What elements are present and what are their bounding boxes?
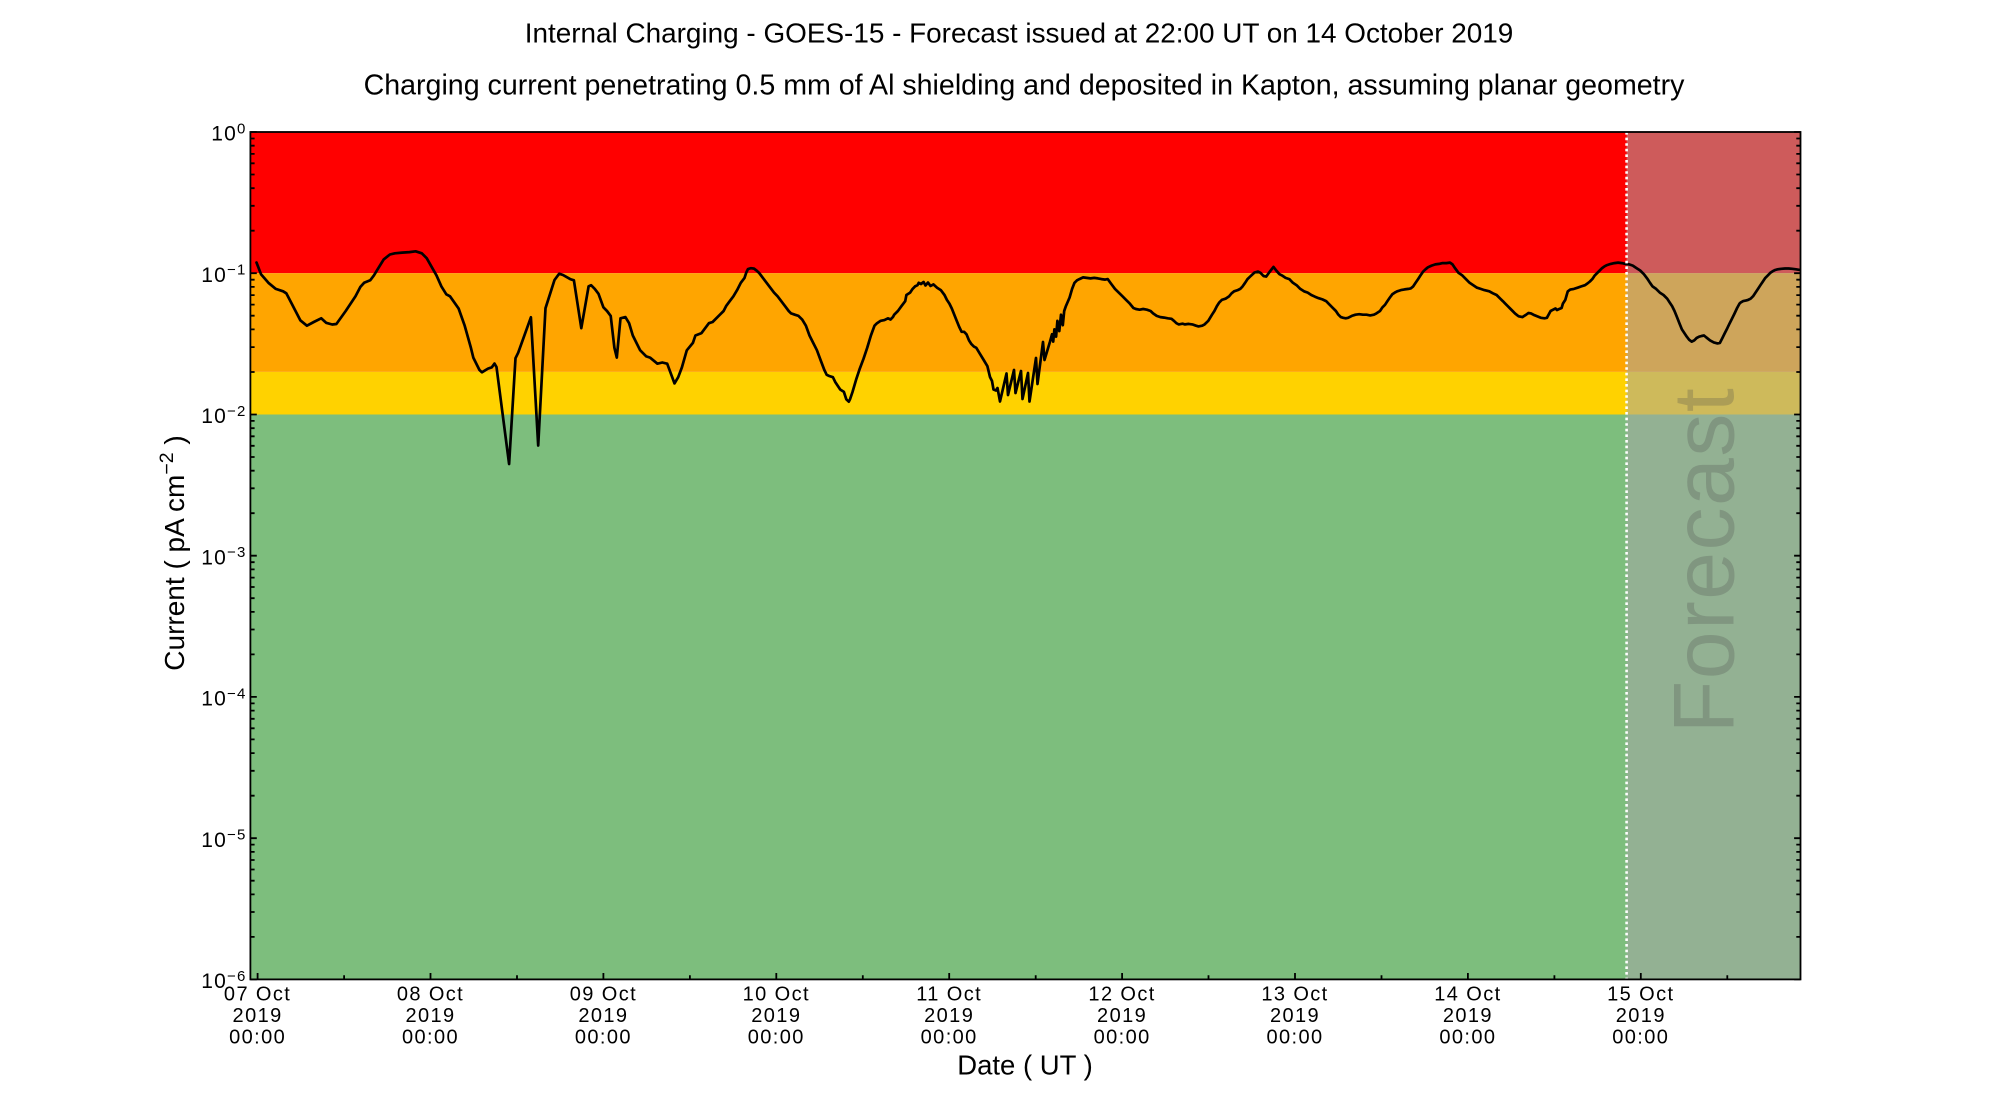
svg-text:Date ( UT ): Date ( UT ) xyxy=(957,1050,1093,1081)
svg-text:Internal Charging - GOES-15 -: Internal Charging - GOES-15 - Forecast i… xyxy=(525,18,1514,49)
svg-text:10−3: 10−3 xyxy=(201,544,246,569)
svg-text:100: 100 xyxy=(211,120,246,145)
svg-text:Forecast: Forecast xyxy=(1657,387,1753,734)
svg-text:Charging current penetrating 0: Charging current penetrating 0.5 mm of A… xyxy=(364,70,1686,102)
